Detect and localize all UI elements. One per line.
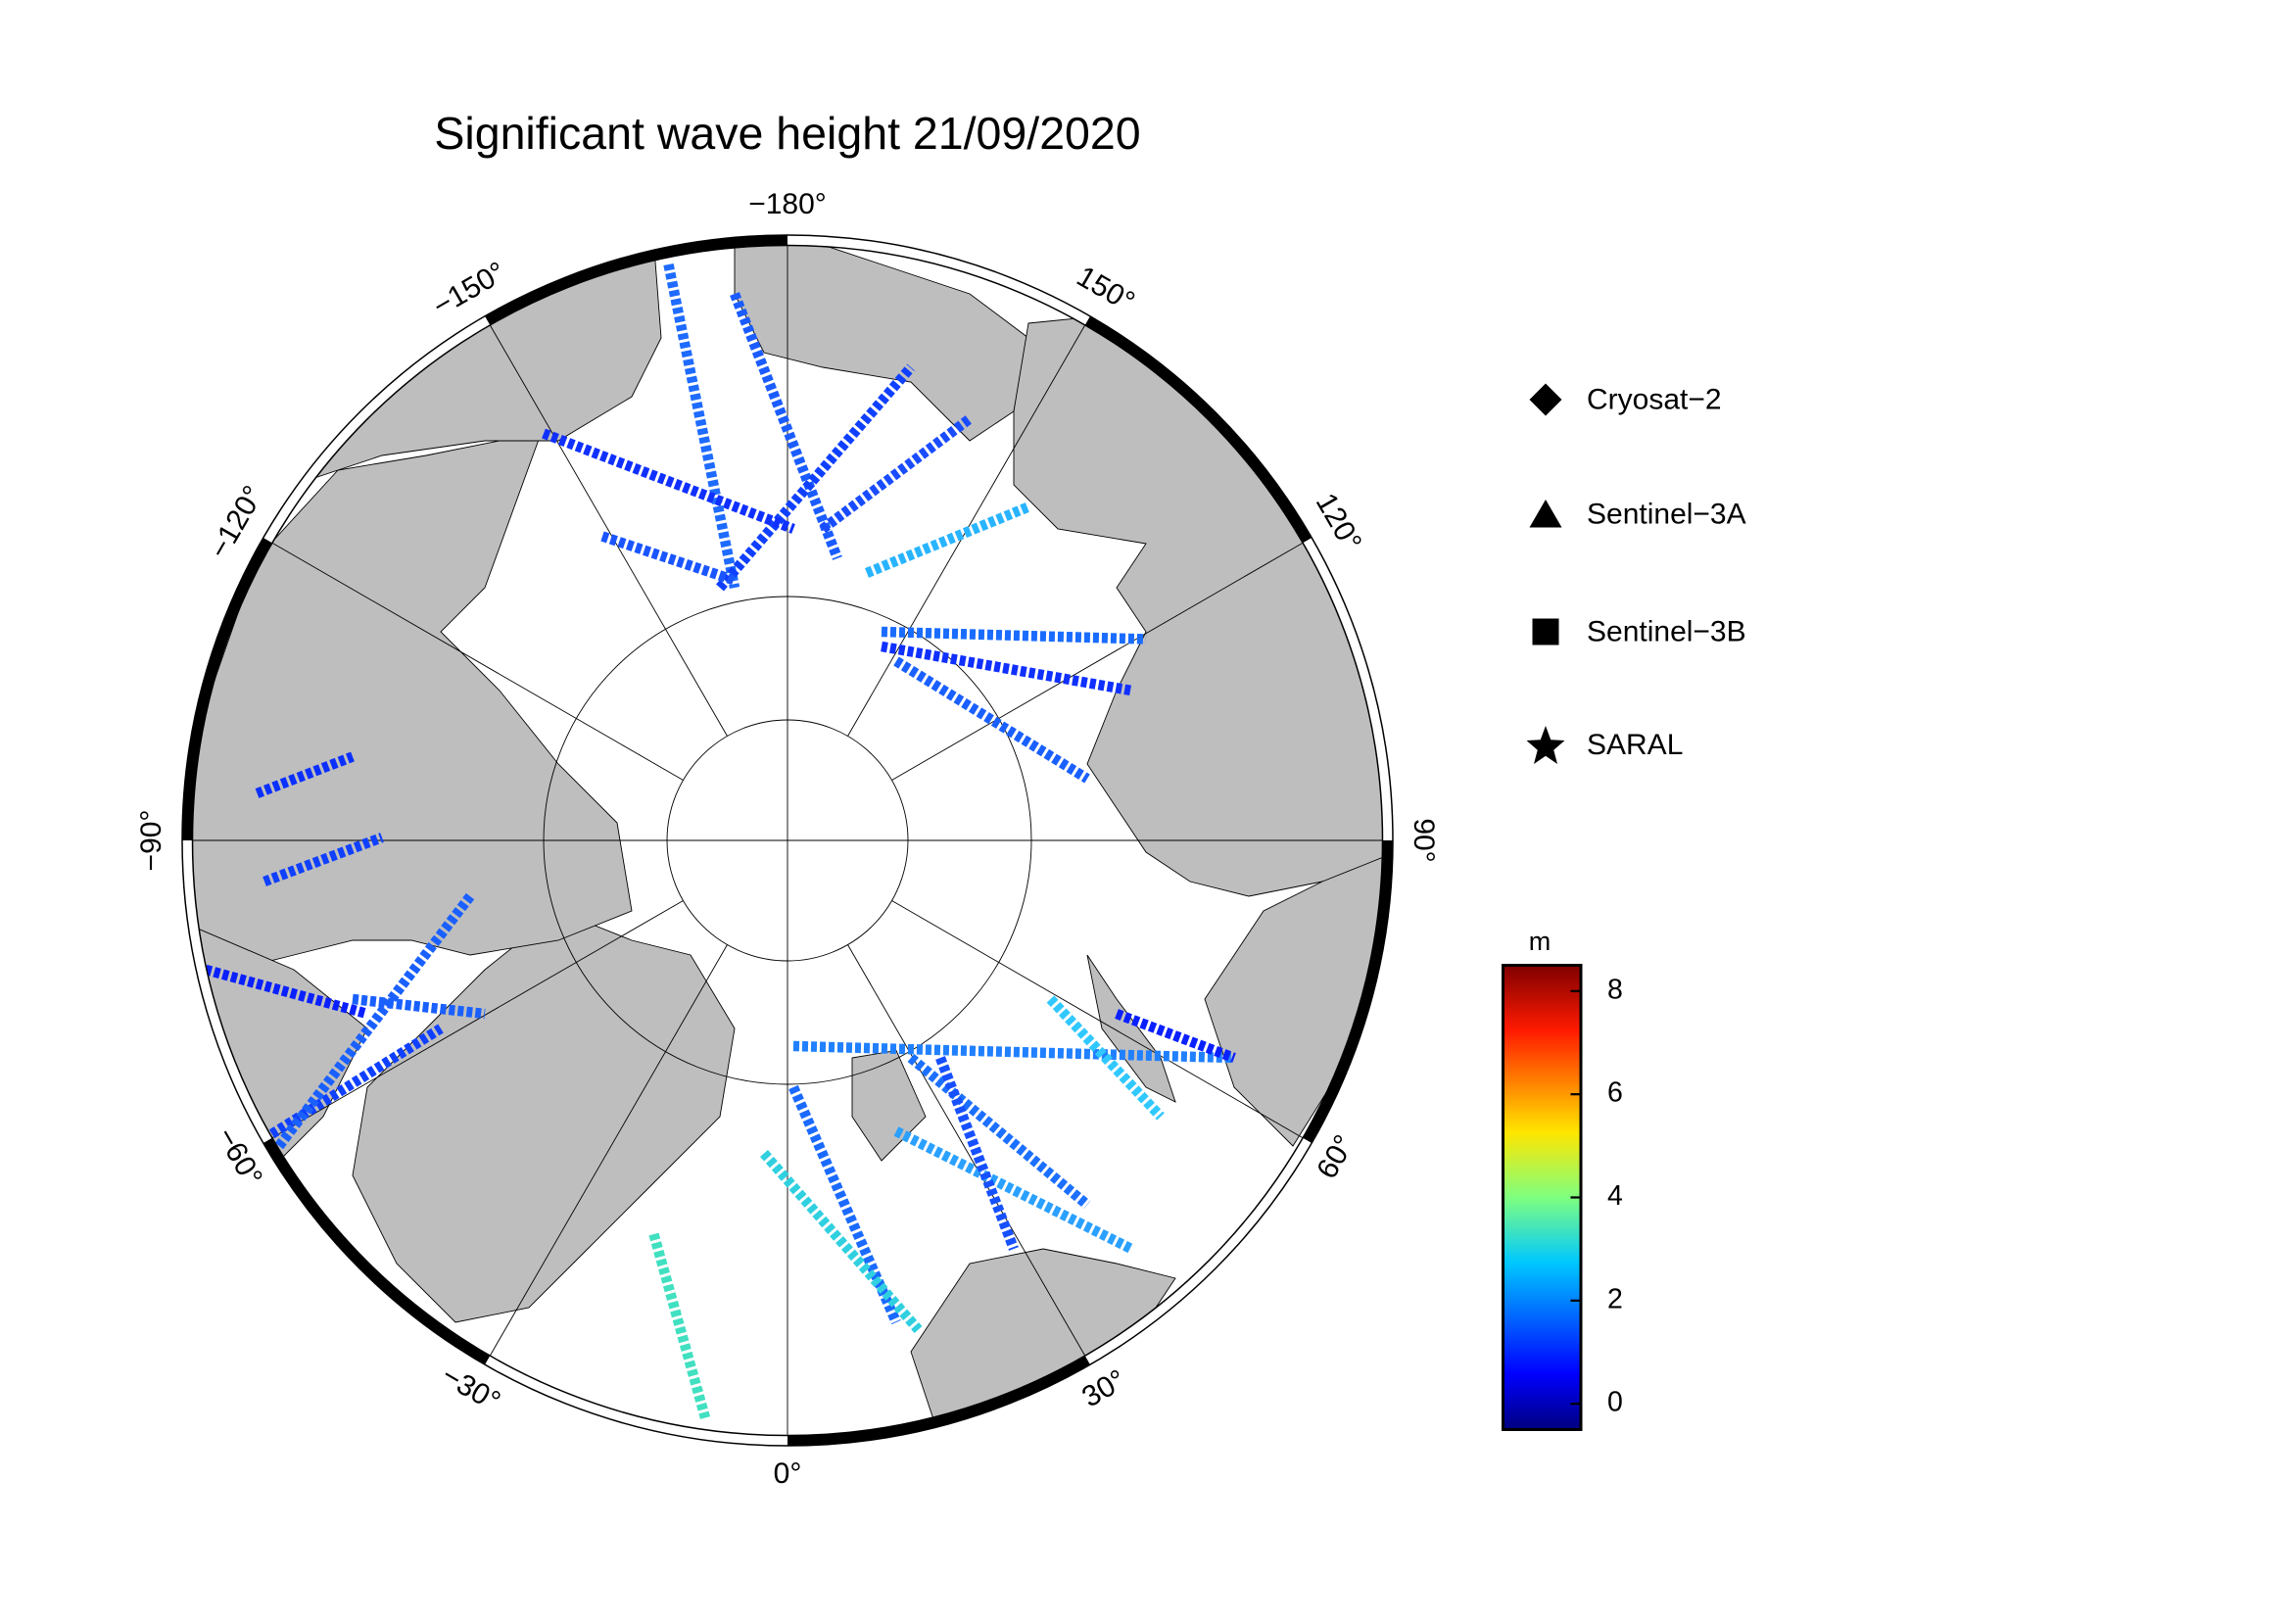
legend-label: SARAL [1587, 729, 1683, 761]
frame-segment [788, 1356, 1091, 1446]
meridian [489, 944, 728, 1357]
title: Significant wave height 21/09/2020 [434, 108, 1140, 159]
longitude-label: 60° [1311, 1129, 1360, 1184]
map [181, 234, 1394, 1447]
legend-marker [1526, 726, 1565, 764]
colorbar-ramp [1502, 964, 1583, 1431]
longitude-label: 120° [1310, 488, 1368, 556]
meridian [891, 542, 1304, 781]
frame-segment [1303, 839, 1394, 1143]
meridian [847, 944, 1086, 1357]
meridian [489, 324, 728, 737]
longitude-label: 0° [774, 1457, 802, 1490]
legend-label: Sentinel−3B [1587, 615, 1746, 647]
colorbar-tick-label: 6 [1607, 1077, 1623, 1109]
longitude-label: −60° [210, 1122, 268, 1192]
colorbar-tick-label: 4 [1607, 1180, 1623, 1212]
longitude-label: −180° [748, 188, 827, 220]
legend: Cryosat−2 Sentinel−3A Sentinel−3B SARAL [1526, 383, 1746, 764]
longitude-label: −30° [436, 1360, 505, 1418]
colorbar-tick-label: 2 [1607, 1283, 1623, 1314]
legend-marker [1529, 383, 1562, 416]
colorbar-label: m [1529, 927, 1551, 956]
frame-segment [182, 538, 272, 841]
longitude-label: 90° [1408, 818, 1440, 862]
meridian [891, 900, 1304, 1139]
legend-marker [1529, 500, 1562, 528]
frame-segment [1084, 315, 1313, 544]
frame-segment [263, 1137, 491, 1365]
legend-marker [1532, 618, 1559, 645]
colorbar-tick-label: 0 [1607, 1387, 1623, 1418]
longitude-label: −90° [135, 810, 167, 872]
colorbar-tick-label: 8 [1607, 974, 1623, 1005]
graticule [192, 245, 1383, 1436]
map-frame [182, 235, 1394, 1446]
longitude-label: 150° [1072, 261, 1140, 319]
meridian [271, 900, 684, 1139]
longitude-label: 30° [1076, 1363, 1131, 1413]
frame-segment [485, 235, 788, 325]
legend-label: Sentinel−3A [1587, 498, 1746, 530]
meridian [271, 542, 684, 781]
legend-label: Cryosat−2 [1587, 383, 1722, 415]
colorbar: m 0 2 4 6 8 [1502, 927, 1623, 1431]
tracks [204, 263, 1236, 1419]
